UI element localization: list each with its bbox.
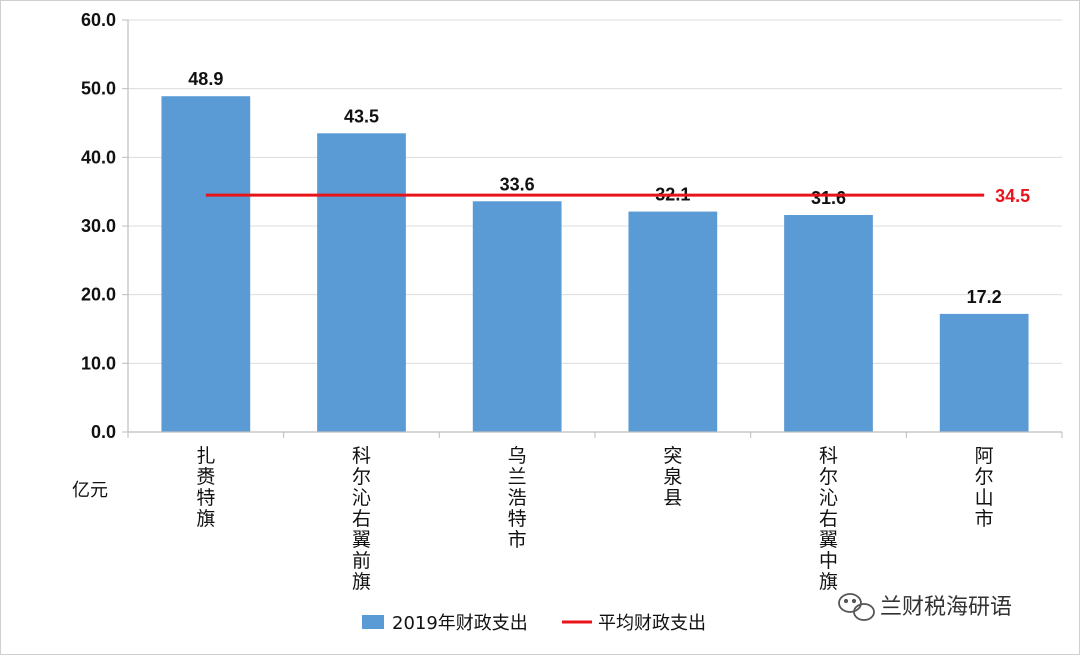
category-label: 科尔沁右翼中旗 [819, 445, 838, 593]
bar [317, 133, 406, 433]
bar-data-label: 48.9 [188, 69, 223, 89]
bar-series: 48.943.533.632.1 31.617.2 [161, 69, 1029, 433]
category-labels: 扎赉特旗 科尔沁右翼前旗 乌兰浩特市 突泉县 科尔沁右翼中旗 阿尔山市 [196, 445, 993, 593]
y-tick-label: 20.0 [81, 285, 116, 305]
y-tick-label: 30.0 [81, 216, 116, 236]
category-label: 阿尔山市 [975, 445, 994, 530]
gridlines [122, 19, 1062, 433]
y-tick-label: 60.0 [81, 10, 116, 30]
watermark: 兰财税海研语 [838, 593, 1012, 621]
bar [161, 96, 251, 432]
bar-data-label: 31.6 [811, 188, 846, 208]
legend: 2019年财政支出 平均财政支出 [362, 613, 706, 634]
category-label: 扎赉特旗 [196, 445, 215, 530]
y-tick-label: 50.0 [81, 79, 116, 99]
unit-label: 亿元 [72, 480, 108, 501]
y-tick-label: 0.0 [91, 422, 116, 442]
bar [939, 313, 1029, 432]
category-label: 科尔沁右翼前旗 [352, 445, 371, 593]
bar-data-label: 43.5 [344, 106, 379, 126]
y-tick-label: 10.0 [81, 353, 116, 373]
legend-label-bar: 2019年财政支出 [392, 613, 528, 634]
y-tick-labels: 0.0 10.0 20.0 30.0 40.0 50.0 60.0 [81, 10, 116, 442]
bar [472, 201, 562, 432]
y-tick-label: 40.0 [81, 147, 116, 167]
bar [784, 215, 873, 432]
legend-label-line: 平均财政支出 [598, 613, 706, 634]
wechat-icon [838, 593, 875, 621]
category-label: 突泉县 [663, 445, 682, 509]
bar [628, 211, 718, 432]
average-line-label: 34.5 [995, 186, 1030, 206]
bar-data-label: 33.6 [500, 174, 535, 194]
legend-swatch-bar [362, 615, 384, 629]
axes [127, 20, 1063, 438]
average-line-series: 34.5 [205, 186, 1030, 206]
watermark-text: 兰财税海研语 [880, 595, 1012, 620]
bar-data-label: 17.2 [967, 287, 1002, 307]
category-label: 乌兰浩特市 [508, 445, 527, 551]
